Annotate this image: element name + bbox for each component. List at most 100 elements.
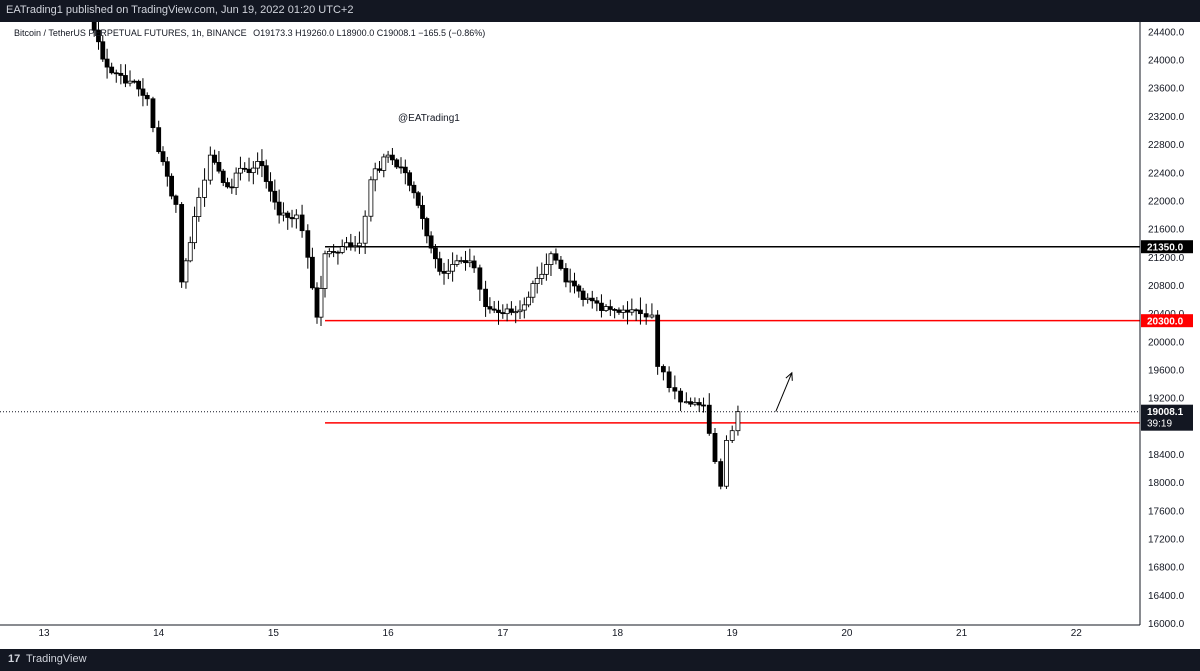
candle-down	[331, 251, 337, 253]
candle-down	[276, 201, 282, 216]
candle-down	[118, 72, 124, 76]
chart-area[interactable]: @EATrading1 USDT 24400.0 24000.0 23600.0 232…	[0, 22, 1200, 649]
candle-up	[534, 278, 540, 285]
candle-down	[212, 154, 218, 163]
candle-down	[643, 313, 649, 318]
candle-down	[572, 280, 577, 287]
candle-up	[344, 242, 349, 248]
candle-down	[415, 192, 421, 206]
candle-up	[362, 215, 368, 244]
candle-down	[259, 161, 265, 167]
candle-down	[299, 214, 305, 232]
candle-down	[612, 309, 618, 311]
arrow-head	[785, 371, 793, 381]
candle-down	[655, 314, 661, 367]
candle-down	[638, 309, 643, 315]
price-tick-label: 23200.0	[1148, 112, 1185, 123]
candle-down	[616, 309, 622, 313]
publish-header: EATrading1 published on TradingView.com,…	[0, 0, 1200, 22]
candle-up	[735, 411, 741, 432]
price-tick-label: 18000.0	[1148, 478, 1185, 489]
candle-down	[220, 170, 226, 183]
candle-down	[625, 309, 630, 313]
candle-up	[620, 309, 626, 313]
candle-down	[553, 253, 559, 261]
candle-up	[521, 304, 527, 311]
candle-down	[483, 288, 488, 307]
candle-down	[394, 159, 400, 168]
level-price-box	[1141, 314, 1193, 328]
candle-down	[390, 154, 395, 161]
candle-down	[678, 390, 683, 403]
candlestick-chart[interactable]: @EATrading1 USDT 24400.0 24000.0 23600.0 232…	[0, 22, 1200, 649]
price-tick-label: 17600.0	[1148, 506, 1185, 517]
candle-down	[706, 404, 712, 434]
publish-text: EATrading1 published on TradingView.com,…	[6, 4, 354, 16]
time-tick-label: 19	[727, 628, 739, 639]
level-price-label: 21350.0	[1147, 243, 1184, 254]
candle-up	[445, 270, 451, 274]
candle-up	[372, 168, 378, 181]
candle-down	[437, 258, 443, 272]
candle-up	[517, 309, 523, 313]
watermark-text: @EATrading1	[398, 113, 460, 124]
candle-up	[543, 264, 549, 275]
candle-up	[454, 260, 460, 265]
candle-down	[140, 88, 146, 96]
time-tick-label: 14	[153, 628, 165, 639]
candle-up	[649, 314, 655, 318]
tradingview-logo-icon: 17	[8, 653, 21, 665]
level-price-box	[1141, 240, 1193, 254]
price-tick-label: 17200.0	[1148, 535, 1185, 546]
price-axis-bg	[1140, 22, 1200, 649]
candle-down	[173, 195, 179, 205]
price-tick-label: 19600.0	[1148, 365, 1185, 376]
candle-up	[567, 280, 573, 283]
candle-down	[123, 75, 128, 84]
price-tick-label: 22800.0	[1148, 140, 1185, 151]
candle-down	[477, 267, 483, 290]
price-tick-label: 20000.0	[1148, 337, 1185, 348]
candle-down	[500, 312, 506, 315]
candle-down	[402, 166, 408, 174]
brand-name[interactable]: TradingView	[26, 653, 87, 665]
time-axis: 13 14 15 16 17 18 19 20 21 22	[0, 624, 1140, 639]
candle-up	[526, 296, 532, 306]
candle-down	[335, 251, 341, 254]
price-tick-label: 21200.0	[1148, 253, 1185, 264]
bar-countdown-label: 39:19	[1147, 419, 1172, 430]
time-tick-label: 15	[268, 628, 280, 639]
candle-up	[357, 242, 362, 247]
price-axis: USDT 24400.0 24000.0 23600.0 23200.0 22800.0 2…	[1139, 22, 1200, 649]
candle-down	[246, 168, 252, 174]
candle-down	[718, 461, 724, 487]
candle-down	[272, 190, 278, 203]
candle-up	[207, 154, 213, 181]
candle-down	[225, 182, 230, 188]
time-tick-label: 20	[841, 628, 853, 639]
candle-down	[696, 402, 702, 406]
annotation-arrow	[775, 371, 793, 412]
candle-down	[160, 151, 166, 163]
price-tick-label: 19200.0	[1148, 394, 1185, 405]
candle-up	[255, 161, 261, 169]
price-tick-label: 23600.0	[1148, 84, 1185, 95]
price-tick-label: 22400.0	[1148, 168, 1185, 179]
candle-down	[463, 260, 468, 264]
candle-down	[309, 256, 315, 289]
candle-down	[289, 217, 295, 220]
candle-up	[467, 260, 473, 264]
candle-down	[268, 181, 273, 192]
candle-up	[187, 242, 193, 262]
candle-down	[672, 387, 678, 392]
candle-up	[692, 402, 698, 405]
price-tick-label: 16400.0	[1148, 591, 1185, 602]
time-tick-label: 21	[956, 628, 968, 639]
candle-up	[281, 212, 286, 216]
price-axis-unit: USDT	[1148, 22, 1175, 23]
candle-up	[127, 80, 133, 84]
candle-down	[377, 168, 382, 171]
candle-up	[729, 430, 735, 441]
symbol-info: Bitcoin / TetherUS PERPETUAL FUTURES, 1h…	[14, 28, 485, 38]
candle-up	[458, 260, 464, 262]
